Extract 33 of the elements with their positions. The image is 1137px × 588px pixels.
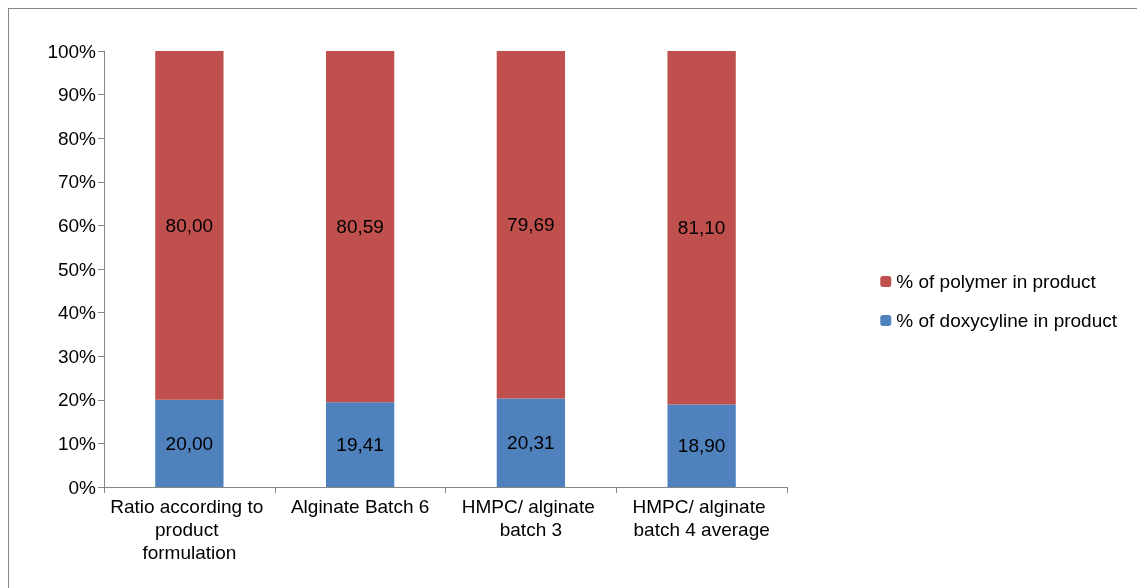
bar bbox=[155, 51, 224, 400]
x-tick-label: HMPC/ alginate batch 3 bbox=[461, 496, 601, 540]
data-label: 20,00 bbox=[165, 432, 214, 454]
bar bbox=[667, 51, 736, 405]
y-tick-label: 20% bbox=[57, 389, 97, 411]
y-tick-label: 70% bbox=[57, 171, 97, 193]
bar bbox=[496, 51, 566, 399]
y-tick-label: 100% bbox=[47, 40, 97, 62]
y-tick-label: 60% bbox=[57, 214, 97, 236]
y-tick-label: 90% bbox=[57, 84, 97, 106]
bar bbox=[155, 399, 224, 487]
data-label: 19,41 bbox=[336, 434, 384, 456]
bar bbox=[325, 402, 395, 487]
data-label: 20,31 bbox=[507, 432, 555, 454]
y-tick-label: 0% bbox=[68, 476, 97, 498]
y-tick-label: 10% bbox=[57, 432, 97, 454]
bar bbox=[325, 51, 395, 403]
data-label: 80,59 bbox=[336, 216, 384, 238]
legend-label: % of polymer in product bbox=[896, 271, 1097, 292]
x-tick-label: HMPC/ alginate batch 4 average bbox=[632, 496, 771, 540]
y-tick-label: 30% bbox=[57, 345, 97, 367]
y-tick-label: 40% bbox=[57, 302, 97, 324]
x-tick-label: Alginate Batch 6 bbox=[290, 496, 430, 517]
bar bbox=[496, 398, 566, 487]
bar bbox=[667, 404, 736, 487]
data-label: 79,69 bbox=[507, 214, 555, 236]
data-label: 18,90 bbox=[677, 435, 726, 457]
x-tick-label: Ratio according to product formulation bbox=[110, 496, 269, 563]
y-tick-label: 50% bbox=[57, 258, 97, 280]
data-label: 80,00 bbox=[165, 214, 214, 236]
y-tick-label: 80% bbox=[57, 127, 97, 149]
legend-label: % of doxycyline in product bbox=[896, 310, 1118, 331]
data-label: 81,10 bbox=[677, 217, 726, 239]
